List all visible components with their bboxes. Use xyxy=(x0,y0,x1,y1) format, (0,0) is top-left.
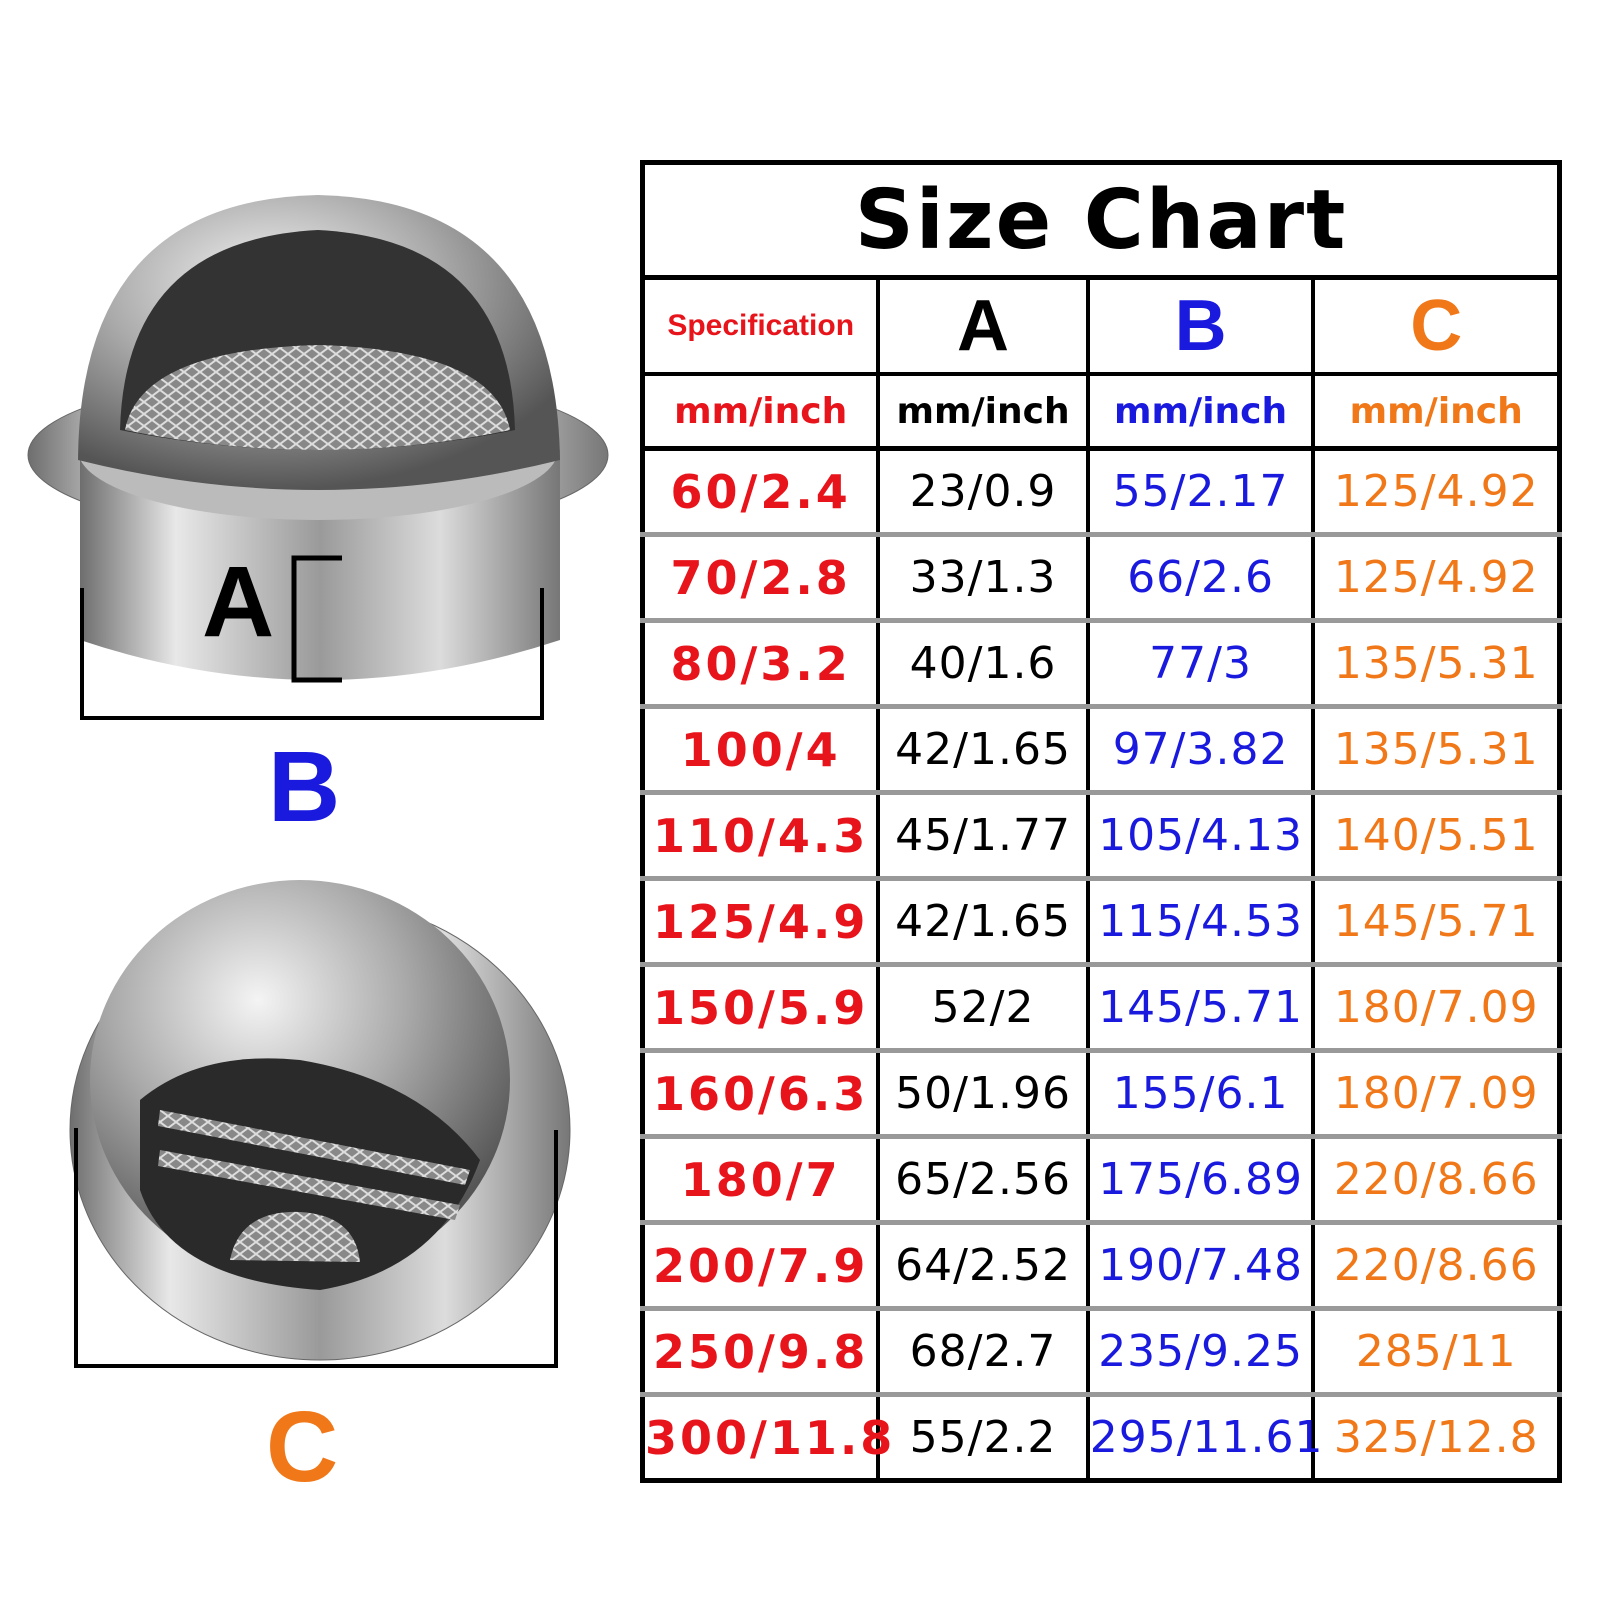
data-cell: 52/2 xyxy=(876,964,1090,1053)
data-row: 125/4.9 42/1.65 115/4.53 145/5.71 xyxy=(640,878,1562,967)
data-cell: 295/11.61 xyxy=(1085,1394,1323,1483)
data-row: 200/7.9 64/2.52 190/7.48 220/8.66 xyxy=(640,1222,1562,1311)
label-b: B xyxy=(268,731,341,843)
label-c: C xyxy=(266,1391,339,1503)
data-cell: 220/8.66 xyxy=(1311,1136,1562,1225)
data-cell: 66/2.6 xyxy=(1085,534,1316,623)
data-cell: 40/1.6 xyxy=(876,620,1090,709)
data-cell: 33/1.3 xyxy=(876,534,1090,623)
data-cell: 175/6.89 xyxy=(1085,1136,1316,1225)
data-cell: 50/1.96 xyxy=(876,1050,1090,1139)
data-cell: 55/2.17 xyxy=(1085,448,1316,537)
unit-cell: mm/inch xyxy=(876,374,1090,451)
data-cell: 100/4 xyxy=(640,706,881,795)
title-row: Size Chart xyxy=(640,162,1562,280)
data-cell: 64/2.52 xyxy=(876,1222,1090,1311)
unit-cell: mm/inch xyxy=(1085,374,1316,451)
data-row: 300/11.8 55/2.2 295/11.61 325/12.8 xyxy=(640,1394,1562,1483)
data-cell: 180/7.09 xyxy=(1311,964,1562,1053)
data-row: 180/7 65/2.56 175/6.89 220/8.66 xyxy=(640,1136,1562,1225)
data-row: 250/9.8 68/2.7 235/9.25 285/11 xyxy=(640,1308,1562,1397)
data-cell: 180/7.09 xyxy=(1311,1050,1562,1139)
data-cell: 65/2.56 xyxy=(876,1136,1090,1225)
data-cell: 250/9.8 xyxy=(640,1308,881,1397)
header-cell: Specification xyxy=(640,277,881,376)
data-cell: 135/5.31 xyxy=(1311,620,1562,709)
data-cell: 42/1.65 xyxy=(876,706,1090,795)
data-cell: 115/4.53 xyxy=(1085,878,1316,967)
table-title: Size Chart xyxy=(640,162,1562,280)
units-row: mm/inch mm/inch mm/inch mm/inch xyxy=(640,374,1562,451)
data-cell: 23/0.9 xyxy=(876,448,1090,537)
product-images xyxy=(27,195,609,1368)
data-cell: 125/4.92 xyxy=(1311,534,1562,623)
data-cell: 200/7.9 xyxy=(640,1222,881,1311)
data-cell: 145/5.71 xyxy=(1311,878,1562,967)
data-cell: 55/2.2 xyxy=(876,1394,1090,1483)
header-cell: B xyxy=(1085,277,1316,376)
vent-c xyxy=(69,880,571,1368)
data-cell: 220/8.66 xyxy=(1311,1222,1562,1311)
data-cell: 285/11 xyxy=(1311,1308,1562,1397)
data-row: 60/2.4 23/0.9 55/2.17 125/4.92 xyxy=(640,448,1562,537)
data-row: 160/6.3 50/1.96 155/6.1 180/7.09 xyxy=(640,1050,1562,1139)
data-cell: 325/12.8 xyxy=(1311,1394,1562,1483)
data-cell: 125/4.92 xyxy=(1311,448,1562,537)
data-cell: 235/9.25 xyxy=(1085,1308,1316,1397)
data-cell: 150/5.9 xyxy=(640,964,881,1053)
data-cell: 70/2.8 xyxy=(640,534,881,623)
data-row: 80/3.2 40/1.6 77/3 135/5.31 xyxy=(640,620,1562,709)
data-cell: 110/4.3 xyxy=(640,792,881,881)
data-cell: 155/6.1 xyxy=(1085,1050,1316,1139)
data-row: 100/4 42/1.65 97/3.82 135/5.31 xyxy=(640,706,1562,795)
label-a: A xyxy=(202,546,275,658)
data-cell: 190/7.48 xyxy=(1085,1222,1316,1311)
vent-b xyxy=(27,195,609,720)
header-cell: A xyxy=(876,277,1090,376)
data-cell: 300/11.8 xyxy=(640,1394,892,1483)
data-row: 150/5.9 52/2 145/5.71 180/7.09 xyxy=(640,964,1562,1053)
data-cell: 140/5.51 xyxy=(1311,792,1562,881)
data-cell: 77/3 xyxy=(1085,620,1316,709)
data-cell: 42/1.65 xyxy=(876,878,1090,967)
header-row: Specification A B C xyxy=(640,277,1562,376)
data-cell: 97/3.82 xyxy=(1085,706,1316,795)
data-row: 70/2.8 33/1.3 66/2.6 125/4.92 xyxy=(640,534,1562,623)
data-cell: 68/2.7 xyxy=(876,1308,1090,1397)
data-row: 110/4.3 45/1.77 105/4.13 140/5.51 xyxy=(640,792,1562,881)
data-cell: 105/4.13 xyxy=(1085,792,1316,881)
data-cell: 180/7 xyxy=(640,1136,881,1225)
header-cell: C xyxy=(1311,277,1562,376)
data-cell: 135/5.31 xyxy=(1311,706,1562,795)
data-cell: 125/4.9 xyxy=(640,878,881,967)
data-cell: 145/5.71 xyxy=(1085,964,1316,1053)
data-cell: 80/3.2 xyxy=(640,620,881,709)
data-cell: 45/1.77 xyxy=(876,792,1090,881)
unit-cell: mm/inch xyxy=(640,374,881,451)
data-cell: 160/6.3 xyxy=(640,1050,881,1139)
unit-cell: mm/inch xyxy=(1311,374,1562,451)
data-cell: 60/2.4 xyxy=(640,448,881,537)
